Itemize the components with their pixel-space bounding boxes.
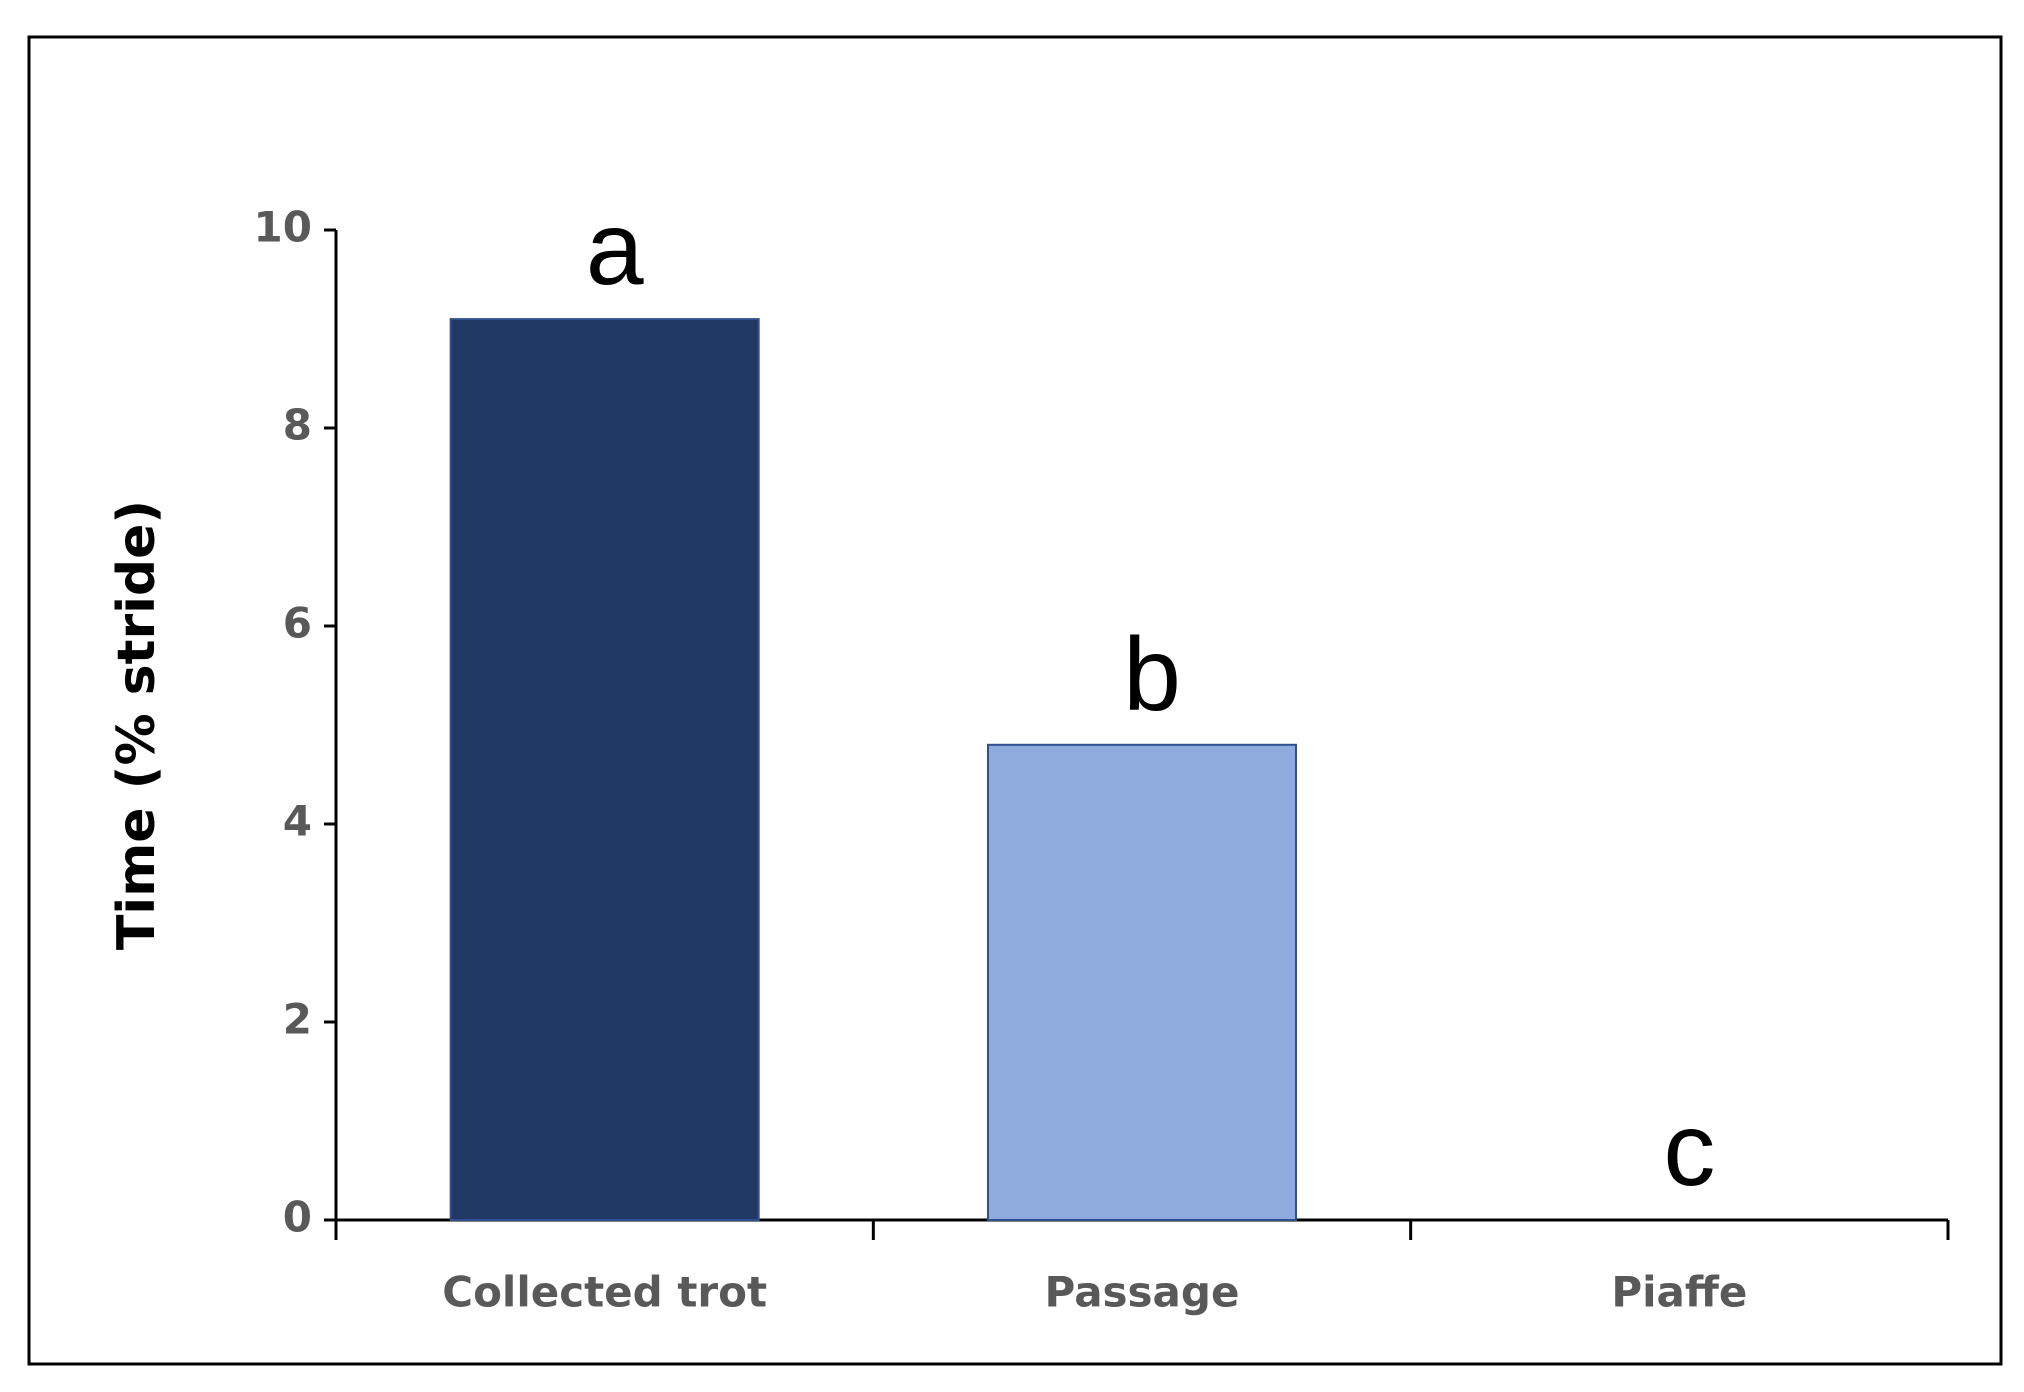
y-tick-label: 10 <box>254 203 312 252</box>
y-axis-label: Time (% stride) <box>107 500 167 950</box>
y-tick-label: 2 <box>283 995 312 1044</box>
x-tick-label: Collected trot <box>442 1268 767 1317</box>
chart-border <box>27 35 2003 1366</box>
bar <box>449 318 760 1222</box>
y-tick-label: 0 <box>283 1193 312 1242</box>
y-tick-label: 4 <box>283 797 312 846</box>
annotation: c <box>1663 1092 1715 1208</box>
bar <box>987 743 1297 1221</box>
y-tick-label: 6 <box>283 599 312 648</box>
annotation: b <box>1123 617 1181 733</box>
x-tick-label: Passage <box>1045 1268 1240 1317</box>
annotation: a <box>586 191 644 307</box>
x-tick-label: Piaffe <box>1611 1268 1747 1317</box>
y-tick-label: 8 <box>283 401 312 450</box>
